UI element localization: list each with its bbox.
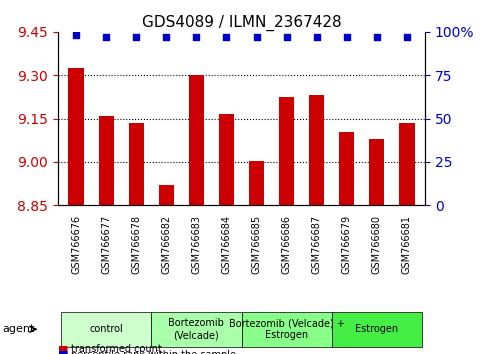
- Point: [132, 34, 140, 40]
- Bar: [189, 75, 204, 205]
- Bar: [279, 97, 294, 205]
- Bar: [159, 185, 174, 205]
- Bar: [309, 96, 324, 205]
- Bar: [249, 160, 264, 205]
- Bar: [128, 123, 144, 205]
- Text: agent: agent: [2, 324, 35, 334]
- Point: [403, 34, 411, 40]
- Text: control: control: [89, 324, 123, 334]
- Text: transformed count: transformed count: [71, 344, 162, 354]
- Text: Bortezomib (Velcade) +
Estrogen: Bortezomib (Velcade) + Estrogen: [228, 318, 344, 340]
- Text: ■: ■: [58, 344, 69, 354]
- Bar: [69, 68, 84, 205]
- Bar: [99, 116, 114, 205]
- Point: [343, 34, 351, 40]
- Point: [193, 34, 200, 40]
- Point: [162, 34, 170, 40]
- Point: [72, 33, 80, 38]
- Text: Bortezomib
(Velcade): Bortezomib (Velcade): [169, 318, 224, 340]
- Point: [223, 34, 230, 40]
- Text: ■: ■: [58, 350, 69, 354]
- Bar: [219, 114, 234, 205]
- Point: [313, 34, 321, 40]
- Bar: [339, 132, 355, 205]
- Title: GDS4089 / ILMN_2367428: GDS4089 / ILMN_2367428: [142, 14, 341, 30]
- Point: [283, 34, 290, 40]
- Point: [373, 34, 381, 40]
- Point: [102, 34, 110, 40]
- Bar: [369, 139, 384, 205]
- Text: Estrogen: Estrogen: [355, 324, 398, 334]
- Point: [253, 34, 260, 40]
- Bar: [399, 123, 414, 205]
- Text: percentile rank within the sample: percentile rank within the sample: [71, 350, 237, 354]
